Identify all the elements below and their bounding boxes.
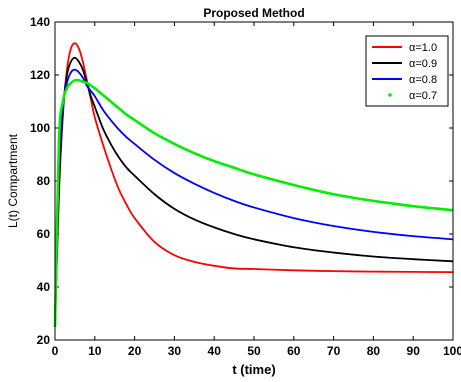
y-tick-label: 100 <box>30 121 50 135</box>
series-line-3 <box>54 68 454 327</box>
x-tick-label: 100 <box>443 344 461 358</box>
x-tick-label: 50 <box>247 344 261 358</box>
legend-label: α=0.7 <box>409 90 437 102</box>
y-tick-label: 20 <box>37 333 51 347</box>
legend-label: α=0.8 <box>409 74 437 86</box>
series-line-4 <box>53 78 454 327</box>
legend-label: α=1.0 <box>409 42 437 54</box>
y-axis-title: L(t) Compartment <box>6 133 20 228</box>
x-tick-label: 10 <box>88 344 102 358</box>
x-tick-label: 0 <box>52 344 59 358</box>
x-tick-label: 70 <box>327 344 341 358</box>
y-tick-label: 40 <box>37 280 51 294</box>
x-tick-label: 90 <box>407 344 421 358</box>
series-line-2 <box>54 56 454 327</box>
x-tick-label: 60 <box>287 344 301 358</box>
y-tick-label: 140 <box>30 15 50 29</box>
y-axis-ticks: 20 40 60 80 100 120 140 <box>30 15 453 347</box>
y-tick-label: 120 <box>30 68 50 82</box>
x-tick-label: 20 <box>128 344 142 358</box>
chart-title: Proposed Method <box>203 6 304 20</box>
x-axis-title: t (time) <box>232 362 275 377</box>
legend-swatch <box>388 93 392 97</box>
y-tick-label: 80 <box>37 174 51 188</box>
legend-label: α=0.9 <box>409 58 437 70</box>
series-layer <box>53 42 454 327</box>
y-tick-label: 60 <box>37 227 51 241</box>
plot-area-frame <box>54 21 454 341</box>
legend: α=1.0 α=0.9 α=0.8 α=0.7 <box>365 35 449 107</box>
x-axis-ticks: 0 10 20 30 40 50 60 70 80 90 100 <box>52 22 461 358</box>
x-tick-label: 40 <box>208 344 222 358</box>
series-line-1 <box>54 42 454 327</box>
x-tick-label: 30 <box>168 344 182 358</box>
x-tick-label: 80 <box>367 344 381 358</box>
